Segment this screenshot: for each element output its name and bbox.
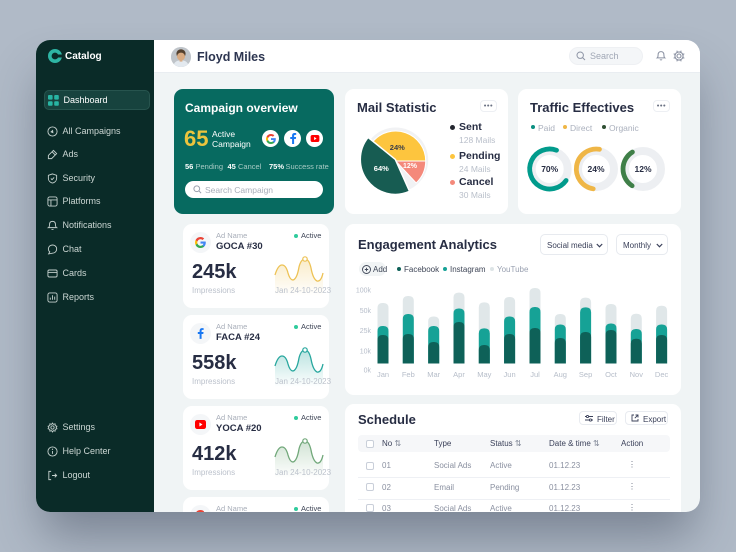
svg-text:Oct: Oct: [605, 370, 618, 379]
svg-text:70%: 70%: [541, 164, 558, 174]
svg-text:64%: 64%: [374, 164, 389, 173]
svg-text:24%: 24%: [587, 164, 604, 174]
svg-text:25k: 25k: [360, 328, 372, 335]
svg-text:Apr: Apr: [453, 370, 465, 379]
svg-text:0k: 0k: [364, 368, 372, 375]
svg-text:Feb: Feb: [402, 370, 415, 379]
svg-text:100k: 100k: [356, 288, 372, 295]
svg-text:Dec: Dec: [655, 370, 669, 379]
svg-text:Jul: Jul: [530, 370, 540, 379]
svg-text:Nov: Nov: [630, 370, 644, 379]
svg-text:50k: 50k: [360, 308, 372, 315]
svg-text:Jan: Jan: [377, 370, 389, 379]
svg-text:Sep: Sep: [579, 370, 592, 379]
svg-text:Aug: Aug: [554, 370, 567, 379]
svg-text:12%: 12%: [634, 164, 651, 174]
svg-text:Jun: Jun: [504, 370, 516, 379]
svg-text:Mar: Mar: [427, 370, 440, 379]
svg-text:24%: 24%: [390, 143, 405, 152]
svg-text:May: May: [477, 370, 491, 379]
svg-text:10k: 10k: [360, 348, 372, 355]
svg-text:12%: 12%: [403, 163, 418, 170]
